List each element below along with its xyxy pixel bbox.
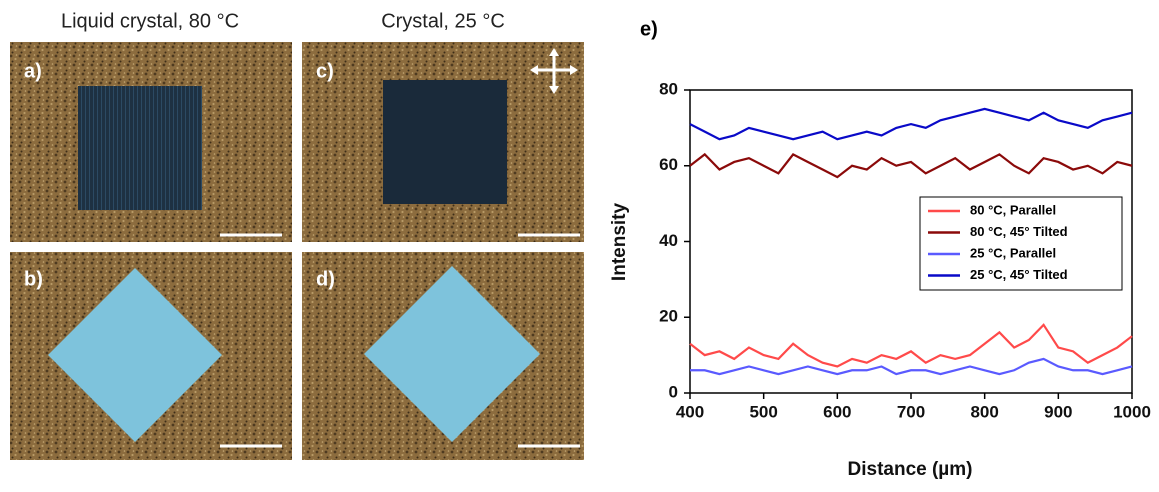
- micrograph: [10, 252, 292, 460]
- data-line: [690, 359, 1132, 374]
- column-title: Liquid crystal, 80 °C: [61, 10, 239, 32]
- x-tick-label: 900: [1044, 402, 1072, 421]
- x-tick-label: 1000: [1113, 402, 1151, 421]
- legend-label: 80 °C, Parallel: [970, 202, 1056, 217]
- y-tick-label: 20: [659, 307, 678, 326]
- y-tick-label: 0: [669, 382, 678, 401]
- x-tick-label: 800: [970, 402, 998, 421]
- x-tick-label: 500: [749, 402, 777, 421]
- data-line: [690, 154, 1132, 177]
- legend-label: 25 °C, 45° Tilted: [970, 267, 1068, 282]
- y-tick-label: 60: [659, 155, 678, 174]
- y-tick-label: 80: [659, 79, 678, 98]
- figure: Liquid crystal, 80 °C Crystal, 25 °C a) …: [0, 0, 1159, 487]
- legend-label: 80 °C, 45° Tilted: [970, 224, 1068, 239]
- column-title: Crystal, 25 °C: [381, 10, 505, 32]
- micrograph: [10, 42, 292, 242]
- panel-label: d): [316, 268, 335, 290]
- x-axis-label: Distance (µm): [848, 459, 973, 480]
- panel-label: a): [24, 60, 42, 82]
- data-line: [690, 109, 1132, 139]
- x-tick-label: 600: [823, 402, 851, 421]
- panel-label: e): [640, 18, 658, 40]
- data-line: [690, 325, 1132, 367]
- panel-label: b): [24, 268, 43, 290]
- y-axis-label: Intensity: [609, 203, 630, 282]
- panel-label: c): [316, 60, 334, 82]
- legend-label: 25 °C, Parallel: [970, 245, 1056, 260]
- micrograph: [302, 42, 584, 242]
- y-tick-label: 40: [659, 231, 678, 250]
- micrograph: [302, 252, 584, 460]
- x-tick-label: 400: [676, 402, 704, 421]
- x-tick-label: 700: [897, 402, 925, 421]
